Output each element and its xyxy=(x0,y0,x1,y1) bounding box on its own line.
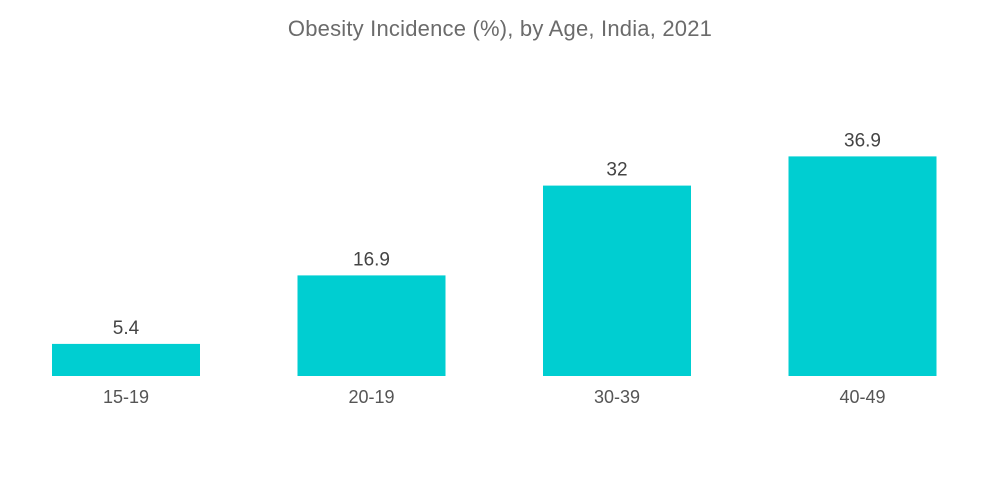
value-label-20-19: 16.9 xyxy=(353,249,390,270)
category-label-15-19: 15-19 xyxy=(103,387,149,407)
bar-30-39 xyxy=(543,185,691,376)
bar-20-19 xyxy=(297,275,446,376)
category-label-20-19: 20-19 xyxy=(348,387,394,407)
category-labels-group: 15-19 20-19 30-39 40-49 xyxy=(103,387,886,407)
bar-15-19 xyxy=(52,343,200,376)
category-label-40-49: 40-49 xyxy=(839,387,885,407)
value-label-30-39: 32 xyxy=(606,160,627,181)
value-label-15-19: 5.4 xyxy=(113,318,140,339)
bar-40-49 xyxy=(788,156,937,376)
value-label-40-49: 36.9 xyxy=(844,130,881,151)
category-label-30-39: 30-39 xyxy=(594,387,640,407)
chart-title: Obesity Incidence (%), by Age, India, 20… xyxy=(287,16,713,41)
value-labels-group: 5.4 16.9 32 36.9 xyxy=(113,130,881,339)
bars-group xyxy=(52,156,937,376)
